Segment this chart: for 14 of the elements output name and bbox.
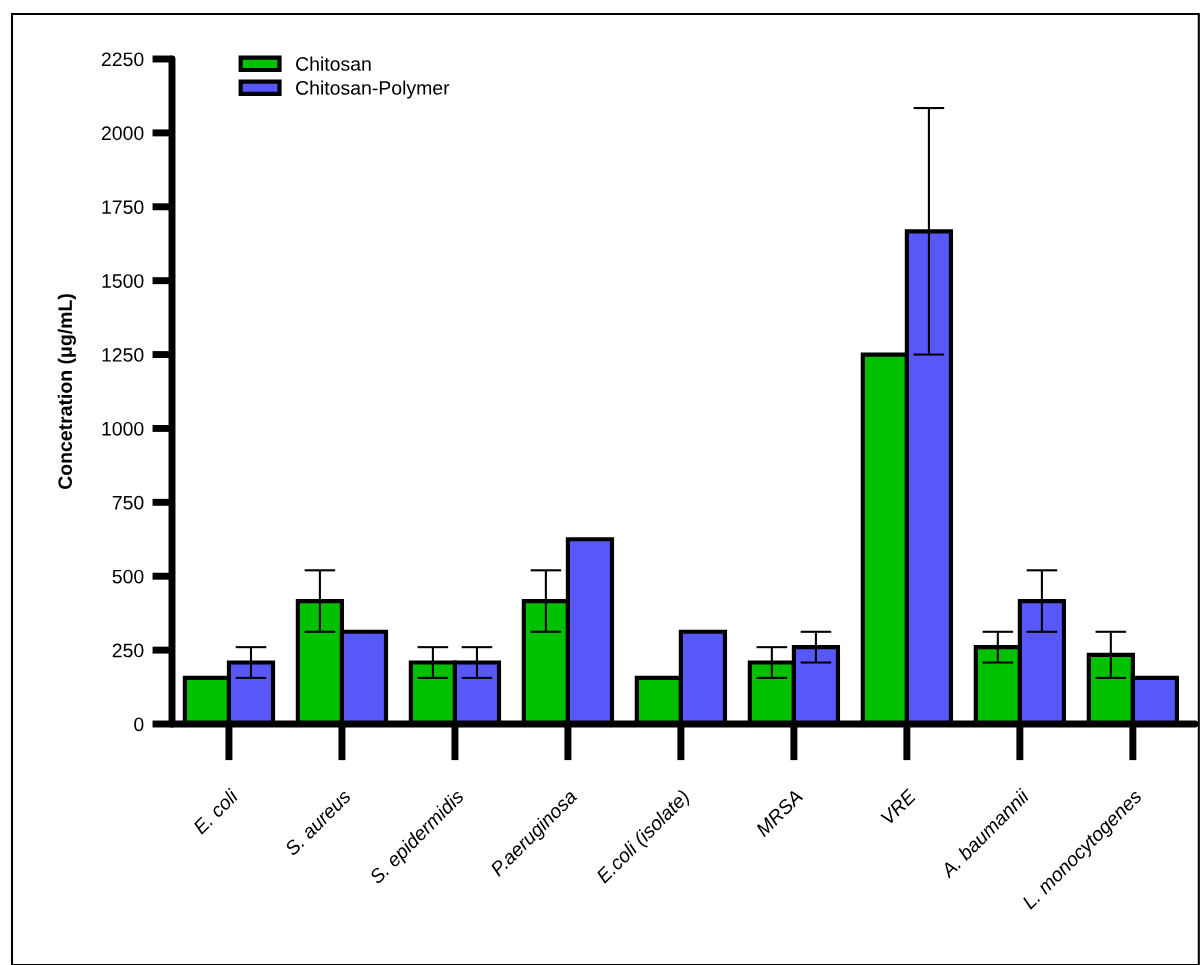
y-tick-label: 750 [112, 495, 144, 510]
y-tick-label: 1500 [102, 274, 144, 288]
legend-label: Chitosan [296, 56, 371, 71]
legend-label: Chitosan-Polymer [296, 80, 450, 99]
y-tick-label: 0 [134, 717, 144, 732]
y-tick-label: 250 [112, 643, 144, 658]
y-tick-label: 500 [112, 569, 144, 584]
y-tick-label: 2000 [101, 126, 144, 141]
y-tick-label: 1750 [102, 200, 144, 215]
y-tick-label: 2250 [101, 52, 144, 67]
y-axis-title: Concetration (μg/mL) [57, 294, 76, 489]
y-tick-label: 1000 [102, 421, 144, 436]
y-tick-label: 1250 [102, 348, 144, 362]
x-tick-label: E. coli [191, 787, 240, 836]
